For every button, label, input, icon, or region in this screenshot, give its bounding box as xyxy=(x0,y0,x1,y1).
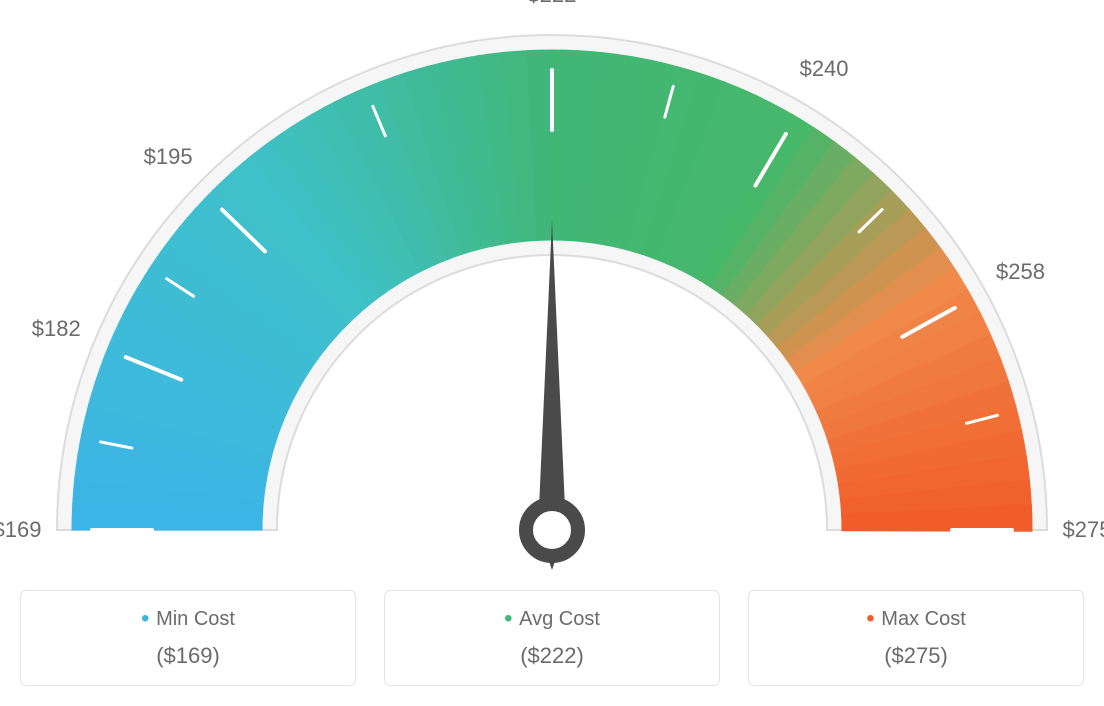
legend-value-max: ($275) xyxy=(749,643,1083,669)
legend-label-avg: Avg Cost xyxy=(385,605,719,633)
cost-gauge-widget: $169$182$195$222$240$258$275 Min Cost ($… xyxy=(20,20,1084,686)
gauge-tick-label: $195 xyxy=(144,144,193,170)
legend-card-max: Max Cost ($275) xyxy=(748,590,1084,686)
legend-label-min: Min Cost xyxy=(21,605,355,633)
gauge-tick-label: $240 xyxy=(800,56,849,82)
gauge-tick-label: $275 xyxy=(1063,517,1104,543)
legend-card-min: Min Cost ($169) xyxy=(20,590,356,686)
gauge-tick-label: $169 xyxy=(0,517,41,543)
gauge-tick-label: $222 xyxy=(528,0,577,8)
legend-label-max: Max Cost xyxy=(749,605,1083,633)
gauge-chart: $169$182$195$222$240$258$275 xyxy=(20,20,1084,580)
gauge-tick-label: $258 xyxy=(996,259,1045,285)
gauge-tick-label: $182 xyxy=(32,316,81,342)
legend-card-avg: Avg Cost ($222) xyxy=(384,590,720,686)
legend-value-min: ($169) xyxy=(21,643,355,669)
legend-value-avg: ($222) xyxy=(385,643,719,669)
legend-row: Min Cost ($169) Avg Cost ($222) Max Cost… xyxy=(20,590,1084,686)
